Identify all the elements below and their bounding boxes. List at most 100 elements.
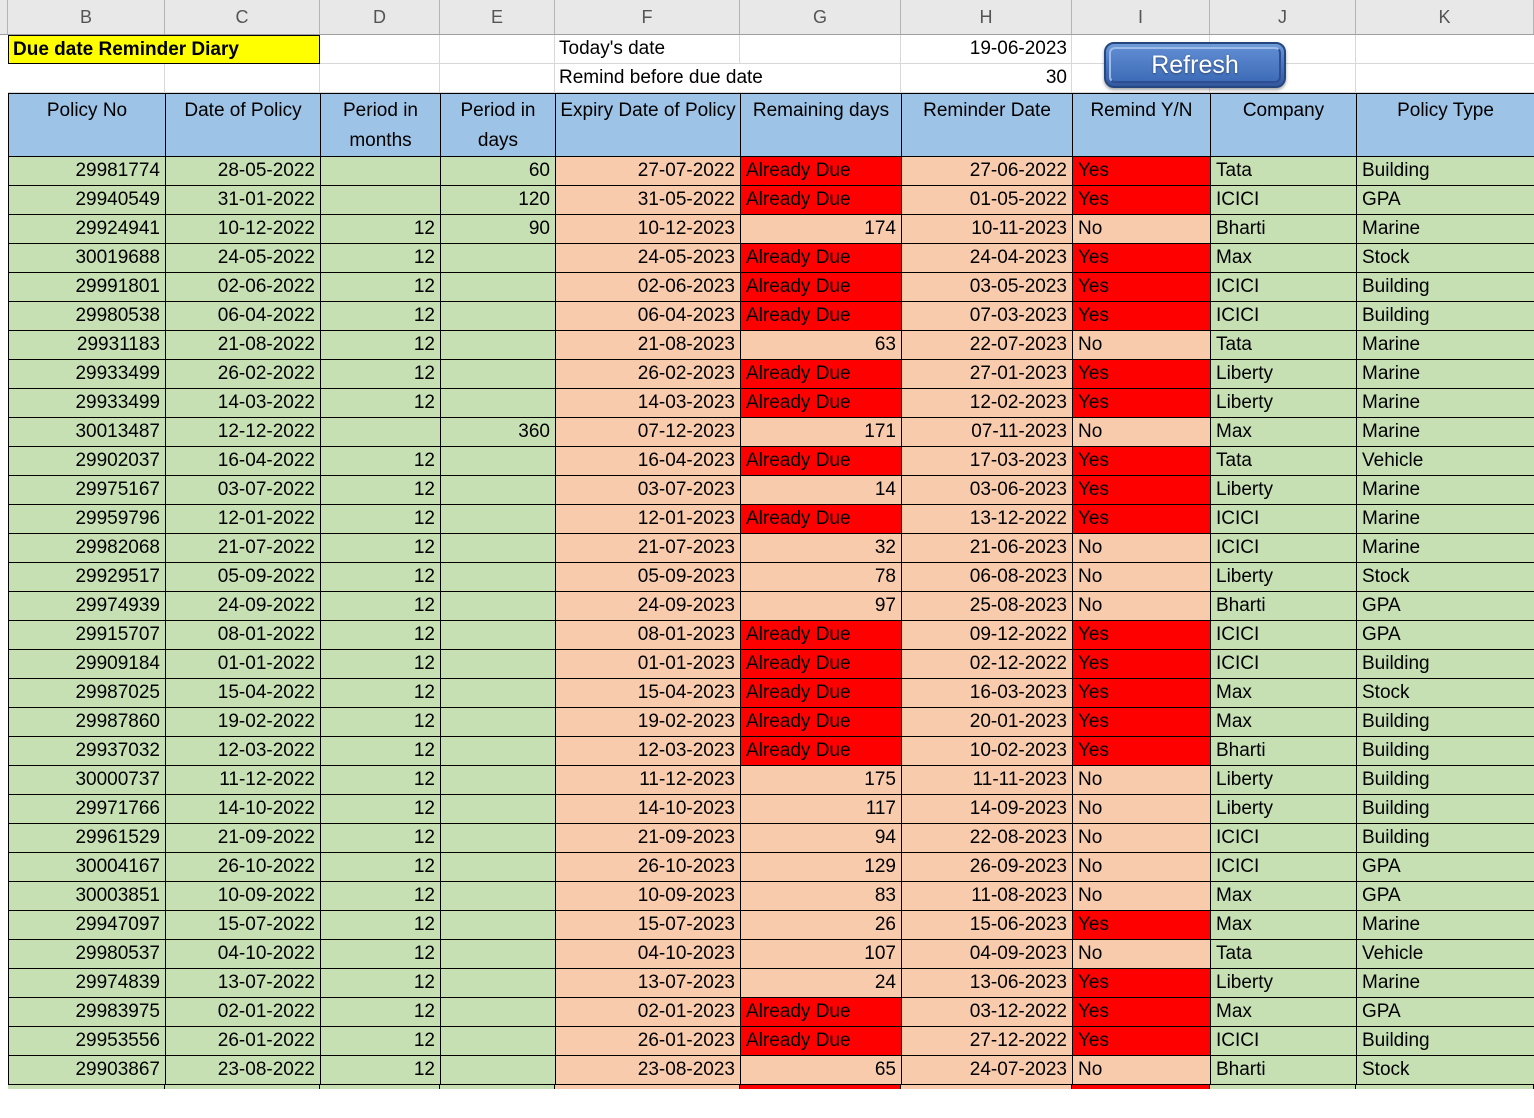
table-cell[interactable]: Tata <box>1210 446 1357 476</box>
table-cell[interactable]: 12 <box>320 214 441 244</box>
table-cell[interactable]: 32 <box>740 533 902 563</box>
table-cell[interactable]: 12 <box>320 388 441 418</box>
table-cell[interactable]: 12 <box>320 591 441 621</box>
table-cell[interactable]: No <box>1072 765 1211 795</box>
table-cell[interactable]: Stock <box>1356 678 1534 708</box>
table-cell[interactable]: 29909184 <box>8 649 166 679</box>
table-cell[interactable]: 65 <box>740 1055 902 1085</box>
table-cell[interactable]: 10-11-2023 <box>901 214 1073 244</box>
table-cell[interactable]: No <box>1072 591 1211 621</box>
table-cell[interactable]: 14-09-2023 <box>901 794 1073 824</box>
table-cell[interactable]: Marine <box>1356 359 1534 389</box>
table-cell[interactable]: ICICI <box>1210 533 1357 563</box>
table-cell[interactable] <box>440 823 556 853</box>
table-cell[interactable] <box>440 475 556 505</box>
table-cell[interactable]: Vehicle <box>1356 939 1534 969</box>
table-cell[interactable] <box>440 301 556 331</box>
table-cell[interactable]: 12-02-2023 <box>901 388 1073 418</box>
table-cell[interactable]: Already Due <box>740 446 902 476</box>
table-cell[interactable]: Yes <box>1072 185 1211 215</box>
table-cell[interactable]: Bharti <box>1210 1055 1357 1085</box>
table-cell[interactable]: 360 <box>440 417 556 447</box>
table-cell[interactable]: 30019688 <box>8 243 166 273</box>
table-cell[interactable]: 29947097 <box>8 910 166 940</box>
table-cell[interactable]: 30000737 <box>8 765 166 795</box>
column-letter-F[interactable]: F <box>555 0 740 34</box>
empty-cell[interactable] <box>1356 64 1534 93</box>
table-cell[interactable]: Yes <box>1072 156 1211 186</box>
table-cell[interactable]: Max <box>1210 707 1357 737</box>
table-cell[interactable]: 26-09-2023 <box>901 852 1073 882</box>
table-cell[interactable]: GPA <box>1356 852 1534 882</box>
table-cell[interactable]: 02-01-2022 <box>165 997 321 1027</box>
table-cell[interactable] <box>440 562 556 592</box>
empty-cell[interactable] <box>320 35 440 64</box>
table-cell[interactable]: 21-08-2022 <box>165 330 321 360</box>
table-cell[interactable]: Vehicle <box>1356 446 1534 476</box>
table-cell[interactable]: Building <box>1356 156 1534 186</box>
table-cell[interactable]: Already Due <box>740 156 902 186</box>
table-cell[interactable]: Marine <box>1356 910 1534 940</box>
table-cell[interactable]: Marine <box>1356 330 1534 360</box>
column-letter-D[interactable]: D <box>320 0 440 34</box>
table-cell[interactable]: Building <box>1356 272 1534 302</box>
table-cell[interactable]: 12 <box>320 939 441 969</box>
table-cell[interactable]: 02-12-2022 <box>901 649 1073 679</box>
table-cell[interactable]: 29937032 <box>8 736 166 766</box>
table-cell[interactable]: 26-01-2022 <box>165 1026 321 1056</box>
table-cell[interactable]: 01-01-2023 <box>555 649 741 679</box>
table-cell[interactable] <box>440 765 556 795</box>
table-cell[interactable]: Liberty <box>1210 475 1357 505</box>
table-cell[interactable]: ICICI <box>1210 823 1357 853</box>
table-cell[interactable]: 29980538 <box>8 301 166 331</box>
column-letter-I[interactable]: I <box>1072 0 1210 34</box>
table-cell[interactable]: GPA <box>1356 185 1534 215</box>
table-cell[interactable]: 26-02-2022 <box>165 359 321 389</box>
table-cell[interactable]: Building <box>1356 794 1534 824</box>
table-cell[interactable]: 14-03-2022 <box>165 388 321 418</box>
table-cell[interactable]: Marine <box>1356 214 1534 244</box>
table-cell[interactable]: 08-01-2022 <box>165 620 321 650</box>
table-cell[interactable]: 21-09-2023 <box>555 823 741 853</box>
table-cell[interactable]: 24-04-2023 <box>901 243 1073 273</box>
table-cell[interactable]: 29931183 <box>8 330 166 360</box>
table-cell[interactable]: 15-04-2023 <box>555 678 741 708</box>
table-cell[interactable]: No <box>1072 330 1211 360</box>
table-cell[interactable]: 29982068 <box>8 533 166 563</box>
table-cell[interactable]: 23-08-2022 <box>165 1055 321 1085</box>
table-cell[interactable]: 30013487 <box>8 417 166 447</box>
table-cell[interactable]: Tata <box>1210 156 1357 186</box>
empty-cell[interactable] <box>8 64 165 93</box>
table-cell[interactable]: Already Due <box>740 620 902 650</box>
table-cell[interactable]: Already Due <box>740 504 902 534</box>
sheet-title-cell[interactable]: Due date Reminder Diary <box>8 35 320 64</box>
table-cell[interactable]: 16-04-2023 <box>555 446 741 476</box>
table-cell[interactable]: 11-12-2023 <box>555 765 741 795</box>
table-cell[interactable]: 23-08-2023 <box>555 1055 741 1085</box>
table-cell[interactable]: 12 <box>320 620 441 650</box>
table-cell[interactable]: 12 <box>320 330 441 360</box>
table-cell[interactable]: ICICI <box>1210 649 1357 679</box>
table-cell[interactable]: 21-09-2022 <box>165 823 321 853</box>
table-cell[interactable]: 11-12-2022 <box>165 765 321 795</box>
empty-cell[interactable] <box>165 64 320 93</box>
table-cell[interactable]: 29933499 <box>8 388 166 418</box>
table-cell[interactable]: Yes <box>1072 997 1211 1027</box>
table-cell[interactable]: 12-03-2022 <box>165 736 321 766</box>
table-cell[interactable] <box>440 852 556 882</box>
table-cell[interactable]: Yes <box>1072 272 1211 302</box>
table-cell[interactable]: 06-04-2023 <box>555 301 741 331</box>
table-cell[interactable]: ICICI <box>1210 301 1357 331</box>
table-cell[interactable]: 30004167 <box>8 852 166 882</box>
table-cell[interactable]: 26-10-2022 <box>165 852 321 882</box>
table-cell[interactable]: ICICI <box>1210 185 1357 215</box>
empty-cell[interactable] <box>320 64 440 93</box>
table-cell[interactable]: No <box>1072 562 1211 592</box>
remind-before-label-cell[interactable]: Remind before due date <box>555 64 901 93</box>
table-cell[interactable]: 24-07-2023 <box>901 1055 1073 1085</box>
table-cell[interactable]: 22-08-2023 <box>901 823 1073 853</box>
table-cell[interactable]: Already Due <box>740 272 902 302</box>
table-cell[interactable]: 29987860 <box>8 707 166 737</box>
table-cell[interactable]: 07-03-2023 <box>901 301 1073 331</box>
table-cell[interactable]: Marine <box>1356 417 1534 447</box>
